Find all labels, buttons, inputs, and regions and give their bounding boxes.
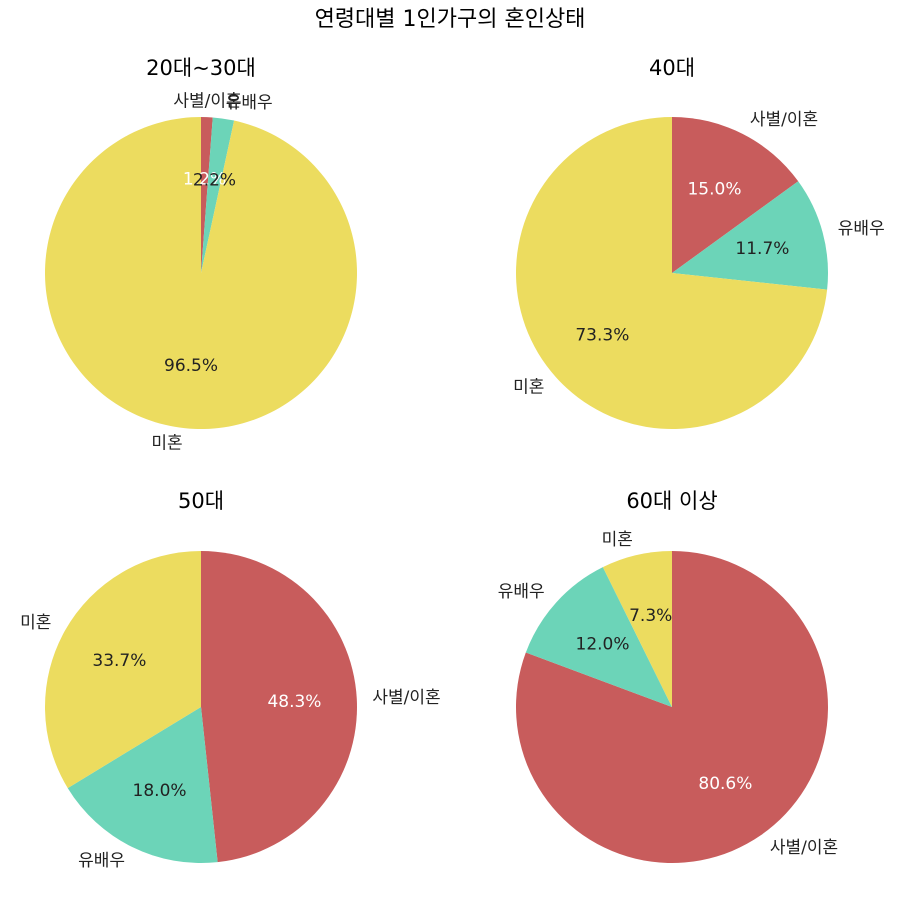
slice-label-married: 유배우: [78, 851, 125, 871]
slice-married: [201, 117, 235, 274]
pie-chart-3: 50대 사별/이혼 48.3% 유배우 18.0% 미혼 33.7%: [20, 489, 441, 871]
slice-single: [516, 117, 828, 429]
slice-pct-married: 12.0%: [576, 634, 630, 654]
pie-chart-1: 20대~30대 사별/이혼 1.2% 유배우 2.2% 미혼 96.5%: [45, 56, 358, 454]
slice-pct-married: 2.2%: [193, 170, 236, 190]
slice-widowed-divorced: [201, 551, 357, 863]
slice-pct-widowed-divorced: 80.6%: [698, 774, 752, 794]
slice-widowed-divorced: [201, 117, 213, 273]
slice-label-single: 미혼: [602, 530, 633, 550]
slice-married: [67, 707, 218, 863]
slice-label-single: 미혼: [20, 613, 51, 633]
slice-married: [672, 181, 828, 290]
pie-title-2: 40대: [649, 56, 695, 80]
slice-married: [525, 567, 672, 707]
slice-pct-single: 73.3%: [575, 326, 629, 346]
slice-pct-married: 11.7%: [735, 239, 789, 259]
slice-widowed-divorced: [672, 117, 799, 273]
pie-title-1: 20대~30대: [146, 56, 256, 80]
slice-label-married: 유배우: [498, 582, 545, 602]
slice-label-married: 유배우: [226, 93, 273, 113]
pie-title-3: 50대: [178, 489, 224, 513]
slice-label-widowed-divorced: 사별/이혼: [173, 92, 241, 112]
slice-pct-single: 96.5%: [164, 356, 218, 376]
slice-pct-widowed-divorced: 15.0%: [687, 180, 741, 200]
slice-single: [45, 117, 358, 429]
slice-pct-widowed-divorced: 48.3%: [267, 692, 321, 712]
slice-label-widowed-divorced: 사별/이혼: [770, 838, 838, 858]
slice-pct-widowed-divorced: 1.2%: [183, 169, 226, 189]
slice-label-single: 미혼: [513, 378, 544, 398]
figure-title: 연령대별 1인가구의 혼인상태: [315, 7, 586, 32]
slice-label-widowed-divorced: 사별/이혼: [372, 688, 440, 708]
slice-label-widowed-divorced: 사별/이혼: [750, 110, 818, 130]
slice-pct-single: 7.3%: [629, 606, 672, 626]
slice-single: [45, 551, 202, 789]
slice-single: [602, 551, 672, 707]
slice-label-married: 유배우: [838, 219, 885, 239]
slice-pct-married: 18.0%: [133, 781, 187, 801]
slice-label-single: 미혼: [151, 434, 182, 454]
pie-title-4: 60대 이상: [626, 489, 717, 513]
slice-pct-single: 33.7%: [92, 651, 146, 671]
pie-chart-2: 40대 사별/이혼 15.0% 유배우 11.7% 미혼 73.3%: [513, 56, 885, 429]
pie-chart-4: 60대 이상 사별/이혼 80.6% 유배우 12.0% 미혼 7.3%: [498, 489, 838, 864]
